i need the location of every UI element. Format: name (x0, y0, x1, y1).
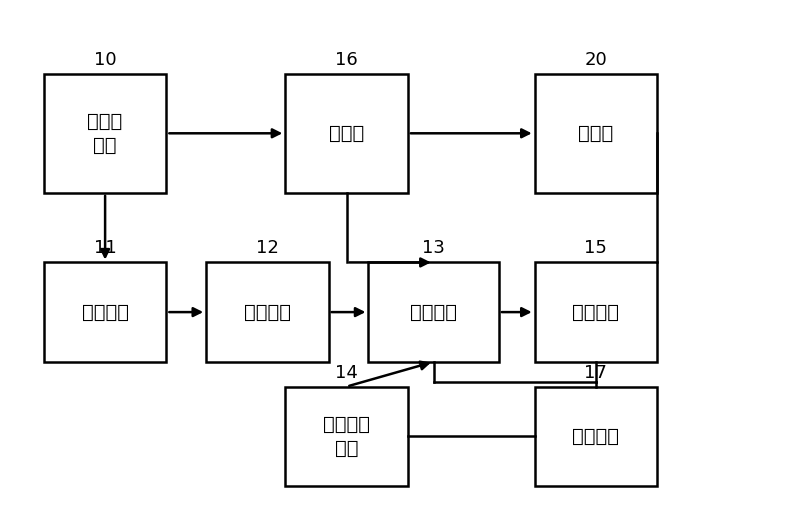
Bar (368, 263, 499, 362)
Bar (286, 74, 408, 193)
Text: 电源电路: 电源电路 (573, 427, 619, 446)
Text: 12: 12 (256, 239, 279, 258)
Bar (534, 263, 658, 362)
Bar (534, 74, 658, 193)
Text: 11: 11 (94, 239, 117, 258)
Bar (534, 387, 658, 486)
Text: 计数电路: 计数电路 (410, 302, 457, 322)
Text: 输入电路: 输入电路 (82, 302, 129, 322)
Bar (44, 263, 166, 362)
Text: 假负载: 假负载 (578, 124, 614, 143)
Text: 驱动电路: 驱动电路 (573, 302, 619, 322)
Bar (286, 387, 408, 486)
Text: 10: 10 (94, 50, 117, 69)
Text: 继电器: 继电器 (329, 124, 364, 143)
Text: 多谐震荡
电路: 多谐震荡 电路 (323, 415, 370, 458)
Text: 17: 17 (585, 364, 607, 382)
Bar (44, 74, 166, 193)
Text: 16: 16 (335, 50, 358, 69)
Text: 15: 15 (585, 239, 607, 258)
Text: 风力发
电机: 风力发 电机 (87, 112, 122, 155)
Bar (206, 263, 329, 362)
Text: 整形电路: 整形电路 (244, 302, 291, 322)
Text: 13: 13 (422, 239, 445, 258)
Text: 20: 20 (585, 50, 607, 69)
Text: 14: 14 (335, 364, 358, 382)
